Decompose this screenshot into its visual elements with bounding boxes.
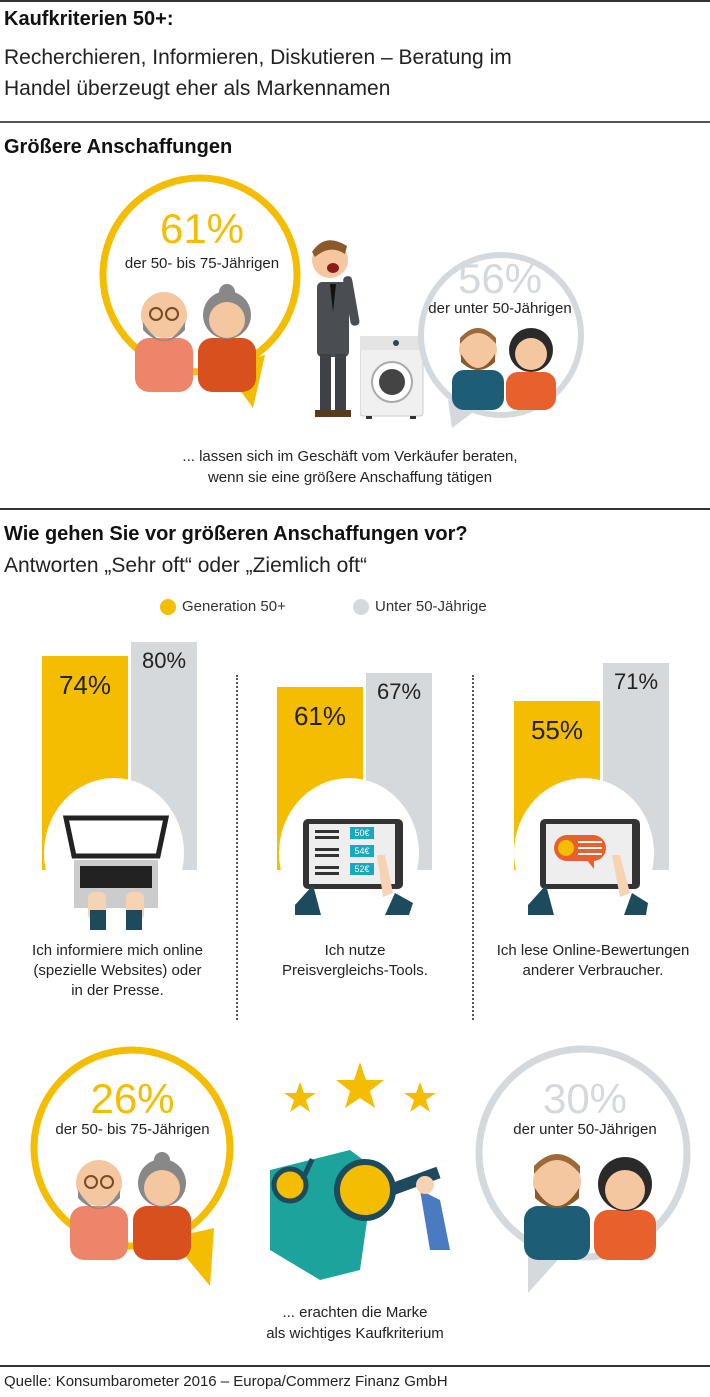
dotted-divider-2 [472, 675, 474, 1020]
category-2-line2: Preisvergleichs-Tools. [282, 962, 428, 979]
section2-subtitle: Antworten „Sehr oft“ oder „Ziemlich oft“ [4, 554, 367, 577]
bar-value-label-unter50-3: 71% [613, 669, 659, 695]
dotted-divider-1 [236, 675, 238, 1020]
price-comparison-tablet-icon: 50€ 54€ 52€ [295, 819, 413, 915]
younger-percentage-2: 30% [542, 1075, 628, 1122]
legend-grey-dot [353, 599, 369, 616]
star-icon-center [336, 1062, 384, 1108]
shirt-magnifier-illustration [270, 1150, 450, 1280]
category-1-line2: (spezielle Websites) oder [33, 962, 202, 979]
footer-rule [0, 1365, 710, 1367]
category-label-1: Ich informiere mich online (spezielle We… [10, 941, 225, 1001]
page-title: Kaufkriterien 50+: [4, 8, 174, 30]
older-bubble-content-2: 26% der 50- bis 75-Jährigen [30, 1075, 235, 1155]
bar-value-label-unter50-1: 80% [141, 648, 187, 673]
bar-value-label-gen50-2: 61% [293, 700, 347, 731]
legend-label-1: Generation 50+ [182, 598, 286, 615]
legend-yellow-dot [160, 599, 176, 616]
category-label-2: Ich nutze Preisvergleichs-Tools. [250, 941, 460, 981]
price-tag-3: 52€ [354, 864, 369, 874]
category-2-line1: Ich nutze [324, 942, 386, 959]
older-label: der 50- bis 75-Jährigen [124, 255, 280, 272]
section1-title: Größere Anschaffungen [4, 136, 233, 158]
younger-couple-illustration [452, 328, 556, 410]
bar-value-label-gen50-1: 74% [58, 670, 112, 701]
review-tablet-icon [528, 819, 648, 915]
source-note: Quelle: Konsumbarometer 2016 – Europa/Co… [4, 1373, 448, 1390]
older-label-2: der 50- bis 75-Jährigen [55, 1121, 210, 1138]
top-rule [0, 0, 710, 2]
category-label-3: Ich lese Online-Bewertungen anderer Verb… [478, 941, 708, 981]
price-tag-2: 54€ [354, 846, 369, 856]
bar-value-label-gen50-3: 55% [530, 714, 584, 745]
price-tag-1: 50€ [354, 828, 369, 838]
laptop-icon [62, 815, 170, 930]
star-icon-left [284, 1082, 316, 1112]
legend-generation-50: Generation 50+ [160, 598, 286, 616]
section-rule-2 [0, 508, 710, 510]
section1-caption-line1: ... lassen sich im Geschäft vom Verkäufe… [182, 448, 518, 465]
older-couple-illustration [135, 284, 256, 392]
section-rule [0, 121, 710, 123]
younger-label-2: der unter 50-Jährigen [513, 1121, 657, 1138]
younger-label: der unter 50-Jährigen [428, 300, 572, 317]
category-3-line1: Ich lese Online-Bewertungen [496, 942, 690, 959]
younger-bubble-content-2: 30% der unter 50-Jährigen [485, 1075, 685, 1155]
younger-couple-illustration-2 [524, 1154, 656, 1260]
section2-title: Wie gehen Sie vor größeren Anschaffungen… [4, 523, 468, 545]
younger-bubble-content: 56% der unter 50-Jährigen [405, 255, 595, 375]
legend-unter-50: Unter 50-Jährige [353, 598, 487, 616]
section1-caption-line2: wenn sie eine größere Anschaffung tätige… [207, 469, 493, 486]
section1-caption: ... lassen sich im Geschäft vom Verkäufe… [100, 446, 600, 488]
category-3-line2: anderer Verbraucher. [522, 962, 664, 979]
section3-caption-line2: als wichtiges Kaufkriterium [266, 1325, 444, 1342]
stars-icon [284, 1062, 436, 1112]
star-icon-right [404, 1082, 436, 1112]
older-couple-illustration-2 [70, 1152, 191, 1260]
washing-machine-icon [360, 336, 424, 419]
category-1-line1: Ich informiere mich online [32, 942, 203, 959]
legend-label-2: Unter 50-Jährige [375, 598, 487, 615]
page-subtitle-line2: Handel überzeugt eher als Markennamen [4, 77, 391, 100]
older-percentage: 61% [159, 205, 245, 252]
section3-caption: ... erachten die Marke als wichtiges Kau… [200, 1302, 510, 1344]
category-1-line3: in der Presse. [71, 982, 164, 999]
salesman-illustration [312, 240, 360, 417]
section3-caption-line1: ... erachten die Marke [282, 1304, 428, 1321]
younger-percentage: 56% [457, 255, 543, 302]
older-bubble-content: 61% der 50- bis 75-Jährigen [97, 175, 307, 375]
older-percentage-2: 26% [90, 1075, 175, 1122]
bar-value-label-unter50-2: 67% [376, 678, 422, 704]
page-subtitle-line1: Recherchieren, Informieren, Diskutieren … [4, 46, 512, 69]
